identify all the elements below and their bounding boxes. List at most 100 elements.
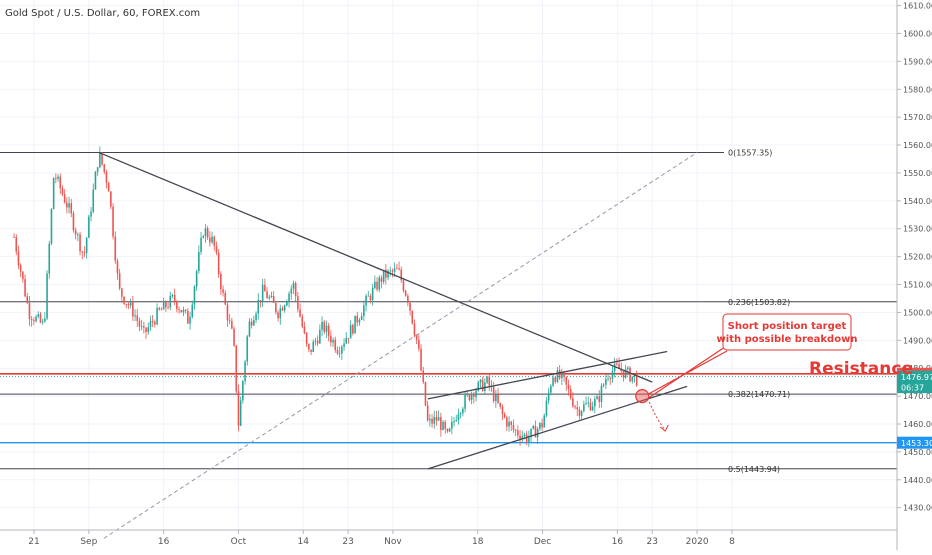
candle-body [50, 209, 53, 244]
candle-body [532, 426, 535, 429]
price-tick-label: 1520.00 [903, 253, 932, 262]
candle-body [85, 237, 88, 254]
candle-body [420, 348, 422, 371]
candle-body [589, 402, 592, 411]
candle-body [55, 178, 57, 179]
candle-body [374, 281, 376, 288]
candle-body [37, 314, 40, 317]
candle-body [519, 435, 521, 440]
candle-body [145, 327, 147, 333]
candle-body [46, 273, 48, 319]
candle-body [495, 394, 497, 402]
candle-body [503, 414, 506, 418]
candle-body [160, 309, 163, 311]
candle-body [627, 367, 629, 370]
candle-body [235, 345, 238, 392]
candle-body [28, 302, 31, 320]
candle-body [277, 312, 279, 319]
chart-title: Gold Spot / U.S. Dollar, 60, FOREX.com [5, 8, 200, 19]
candle-body [195, 271, 198, 287]
candle-body [167, 307, 169, 309]
candle-body [290, 288, 293, 294]
candle-body [484, 382, 486, 391]
candle-body [550, 385, 552, 393]
candle-body [259, 300, 262, 302]
candle-body [382, 269, 385, 282]
candle-body [162, 301, 165, 310]
candle-body [180, 310, 183, 313]
price-tick-label: 1460.00 [903, 420, 932, 429]
candle-body [303, 326, 306, 333]
candle-body [600, 385, 603, 402]
candle-body [475, 390, 477, 397]
candle-body [393, 268, 396, 272]
candle-body [429, 418, 431, 421]
candle-body [380, 277, 383, 282]
price-axis-badge-text: 1476.97 [901, 373, 932, 382]
candle-body [270, 295, 273, 298]
candle-body [486, 376, 488, 383]
candle-body [66, 202, 68, 208]
candle-body [294, 283, 297, 297]
candle-body [114, 236, 117, 261]
candle-body [116, 260, 119, 274]
candle-body [88, 216, 90, 238]
candle-body [352, 324, 354, 334]
candle-body [272, 295, 275, 303]
candle-body [431, 418, 433, 424]
candle-body [68, 203, 70, 208]
annotation-frame [722, 313, 852, 351]
price-tick-label: 1450.00 [903, 448, 932, 457]
candle-body [470, 393, 473, 401]
price-tick-label: 1430.00 [903, 504, 932, 513]
candle-body [622, 370, 625, 378]
candle-body [288, 293, 290, 302]
grid [0, 0, 897, 530]
candle-body [48, 243, 51, 274]
candle-body [275, 302, 277, 313]
candle-body [543, 415, 546, 428]
candle-body [547, 392, 550, 401]
candle-body [211, 236, 213, 243]
candle-body [448, 428, 451, 432]
candle-body [96, 167, 99, 172]
candle-body [602, 384, 605, 386]
candle-body [220, 273, 222, 290]
candle-body [151, 321, 154, 323]
candle-body [635, 375, 638, 386]
candle-body [101, 152, 103, 165]
candle-body [41, 321, 44, 323]
candle-body [299, 309, 301, 317]
fib-level-label: 0.382(1470.71) [728, 390, 790, 399]
candle-body [138, 320, 141, 327]
candle-body [189, 316, 191, 324]
candle-body [103, 164, 106, 172]
candle-body [367, 295, 370, 297]
candle-body [253, 320, 255, 326]
candle-body [297, 296, 299, 310]
candle-body [407, 295, 409, 303]
candle-body [118, 273, 121, 289]
candle-body [233, 328, 235, 346]
candle-body [143, 326, 145, 328]
time-tick-label: 16 [612, 537, 624, 547]
time-tick-label: 23 [647, 537, 658, 547]
candle-body [453, 420, 455, 422]
candle-body [305, 332, 308, 344]
candle-body [226, 304, 229, 321]
candle-body [213, 236, 216, 246]
candle-body [57, 176, 59, 179]
time-tick-label: 2020 [686, 537, 709, 547]
price-tick-label: 1490.00 [903, 336, 932, 345]
candle-body [510, 421, 513, 425]
candle-body [39, 314, 42, 323]
drawings [98, 151, 732, 539]
candle-body [224, 292, 227, 305]
candle-body [261, 284, 264, 302]
fib-projection-line [103, 152, 698, 539]
candle-body [378, 277, 381, 290]
candle-body [402, 280, 405, 291]
candle-body [356, 315, 359, 323]
candle-body [165, 301, 167, 308]
